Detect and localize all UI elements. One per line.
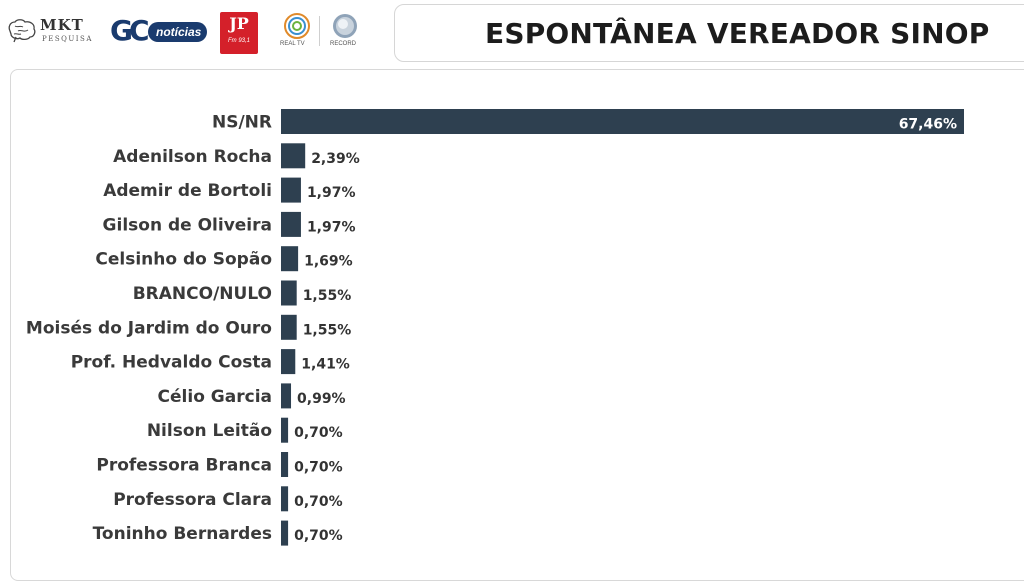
category-label: NS/NR (212, 113, 272, 133)
bar (281, 349, 296, 375)
category-label: BRANCO/NULO (133, 284, 272, 304)
category-label: Gilson de Oliveira (103, 215, 272, 235)
bar (281, 383, 292, 409)
value-label: 67,46% (899, 117, 957, 133)
bar (281, 211, 301, 237)
bar (281, 246, 299, 272)
bar (281, 486, 289, 512)
record-logo: RECORD (330, 11, 360, 51)
bar (281, 314, 297, 340)
value-label: 0,99% (297, 391, 346, 407)
category-label: Professora Clara (113, 490, 272, 510)
jp-logo-mark: JP (229, 14, 249, 33)
category-label: Prof. Hedvaldo Costa (71, 353, 272, 373)
value-label: 0,70% (294, 494, 343, 510)
category-label: Moisés do Jardim do Ouro (26, 318, 272, 338)
mkt-pesquisa-logo: MKT PESQUISA (6, 13, 96, 49)
value-label: 2,39% (311, 151, 360, 167)
category-label: Professora Branca (96, 456, 272, 476)
value-label: 0,70% (294, 425, 343, 441)
real-tv-logo: REAL TV (280, 11, 312, 51)
value-label: 1,97% (307, 219, 356, 235)
record-emblem-icon (333, 14, 357, 38)
category-label: Nilson Leitão (147, 421, 272, 441)
bar (281, 520, 289, 546)
value-label: 1,41% (301, 357, 350, 373)
real-tv-emblem-icon (284, 13, 310, 39)
gc-noticias-logo: GC notícias (110, 14, 208, 50)
gc-logo-letters: GC (110, 14, 149, 47)
value-label: 1,55% (303, 288, 352, 304)
record-logo-text: RECORD (330, 41, 357, 47)
logo-divider (319, 16, 320, 46)
category-label: Ademir de Bortoli (103, 181, 272, 201)
value-label: 1,55% (303, 322, 352, 338)
jovem-pan-logo: JP Fm 93,1 (220, 12, 258, 54)
category-label: Celsinho do Sopão (95, 250, 272, 270)
gc-logo-word: notícias (148, 22, 208, 42)
category-label: Célio Garcia (158, 387, 272, 407)
category-label: Toninho Bernardes (93, 524, 272, 544)
logo-strip: MKT PESQUISA GC notícias JP Fm 93,1 REAL… (0, 0, 385, 64)
mkt-logo-text: MKT (40, 16, 84, 34)
title-box: ESPONTÂNEA VEREADOR SINOP (394, 4, 1024, 62)
real-tv-logo-text: REAL TV (280, 41, 305, 47)
bar (281, 280, 297, 306)
category-label: Adenilson Rocha (113, 147, 272, 167)
mkt-logo-subtext: PESQUISA (42, 35, 93, 43)
value-label: 1,97% (307, 185, 356, 201)
bar (281, 177, 301, 203)
jp-logo-subtext: Fm 93,1 (227, 38, 250, 44)
bar (281, 109, 964, 134)
value-label: 0,70% (294, 528, 343, 544)
value-label: 1,69% (304, 254, 353, 270)
bar (281, 143, 306, 169)
bar (281, 452, 289, 477)
value-label: 0,70% (294, 460, 343, 476)
chart-panel (10, 69, 1024, 581)
page-title: ESPONTÂNEA VEREADOR SINOP (485, 17, 990, 50)
brain-icon (8, 19, 36, 43)
bar (281, 417, 289, 443)
